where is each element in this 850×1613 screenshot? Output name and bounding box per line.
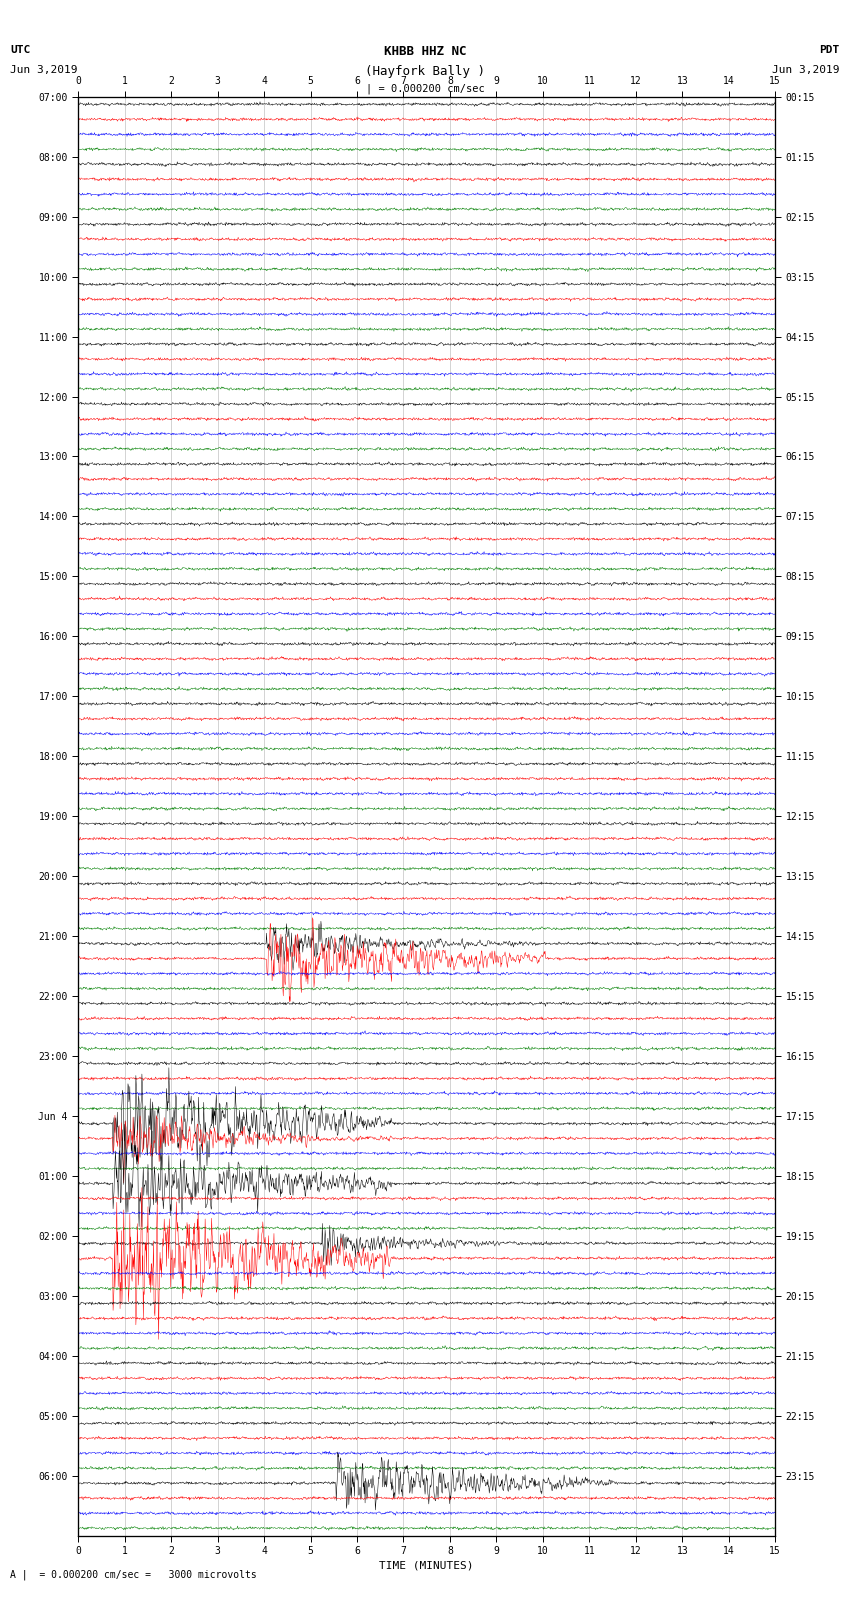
X-axis label: TIME (MINUTES): TIME (MINUTES) [379,1560,474,1569]
Text: UTC: UTC [10,45,31,55]
Text: | = 0.000200 cm/sec: | = 0.000200 cm/sec [366,84,484,95]
Text: Jun 3,2019: Jun 3,2019 [773,65,840,74]
Text: (Hayfork Bally ): (Hayfork Bally ) [365,65,485,77]
Text: A |  = 0.000200 cm/sec =   3000 microvolts: A | = 0.000200 cm/sec = 3000 microvolts [10,1569,257,1581]
Text: Jun 3,2019: Jun 3,2019 [10,65,77,74]
Text: KHBB HHZ NC: KHBB HHZ NC [383,45,467,58]
Text: PDT: PDT [819,45,840,55]
